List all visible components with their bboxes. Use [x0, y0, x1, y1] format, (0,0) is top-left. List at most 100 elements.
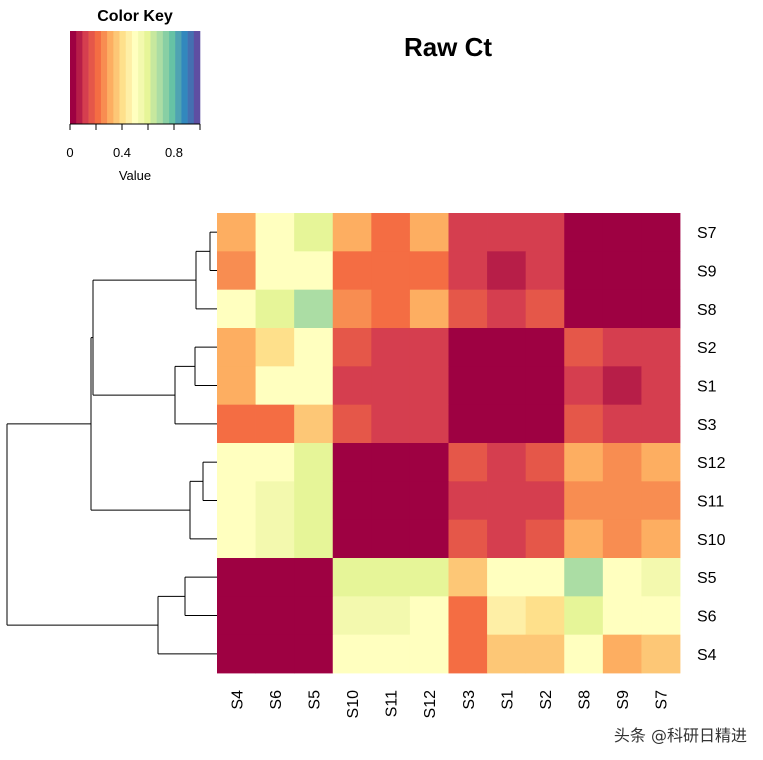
column-label: S12 [422, 690, 439, 719]
color-key-swatch [193, 31, 201, 124]
heatmap-cell [487, 328, 527, 367]
heatmap-cell [448, 443, 488, 482]
heatmap-cell [487, 558, 527, 597]
heatmap-cell [602, 558, 642, 597]
heatmap-cell [255, 596, 295, 636]
heatmap-cell [332, 519, 372, 559]
heatmap-cell [641, 519, 681, 559]
column-label: S7 [654, 690, 671, 710]
heatmap-cell [602, 404, 642, 444]
column-label: S6 [268, 690, 285, 710]
heatmap-cell [217, 443, 256, 482]
heatmap-cell [525, 519, 565, 559]
column-labels: S4 S6 S5 S10 S11 S12 S3 S1 S2 S8 S9 S7 [229, 690, 670, 719]
heatmap-cell [294, 596, 334, 636]
heatmap-cell [371, 366, 411, 406]
heatmap-cell [602, 213, 642, 252]
heatmap-cell [371, 328, 411, 367]
heatmap-cell [409, 481, 449, 521]
heatmap-cell [294, 634, 334, 674]
heatmap-cell [409, 596, 449, 636]
heatmap-cell [448, 558, 488, 597]
heatmap-cell [217, 481, 256, 521]
heatmap-cell [448, 289, 488, 329]
watermark: 头条 @科研日精进 [613, 726, 747, 745]
heatmap-cell [564, 366, 604, 406]
heatmap-cell [602, 481, 642, 521]
column-label: S5 [306, 690, 323, 710]
heatmap-cell [371, 519, 411, 559]
heatmap-cell [487, 404, 527, 444]
heatmap-cell [217, 289, 256, 329]
heatmap-cell [255, 519, 295, 559]
heatmap-cell [294, 251, 334, 291]
heatmap-cell [564, 519, 604, 559]
heatmap-cell [448, 634, 488, 674]
heatmap-cell [255, 328, 295, 367]
color-key-swatch [175, 31, 182, 124]
heatmap-cell [255, 481, 295, 521]
heatmap-cell [217, 519, 256, 559]
heatmap-cell [409, 519, 449, 559]
heatmap-cell [487, 519, 527, 559]
heatmap-cell [255, 404, 295, 444]
row-label: S1 [697, 379, 717, 396]
heatmap-cell [641, 404, 681, 444]
heatmap-cell [448, 213, 488, 252]
heatmap-cell [564, 596, 604, 636]
heatmap-cell [409, 634, 449, 674]
row-label: S11 [697, 494, 724, 511]
heatmap-cell [371, 404, 411, 444]
column-label: S10 [345, 690, 362, 719]
heatmap-cell [487, 213, 527, 252]
heatmap-cell [448, 404, 488, 444]
color-key-swatch [88, 31, 96, 124]
color-key-swatch [181, 31, 188, 124]
row-label: S12 [697, 455, 726, 472]
heatmap-cell [641, 596, 681, 636]
heatmap-cell [602, 443, 642, 482]
color-key-swatch [82, 31, 89, 124]
color-key-tick-label: 0.8 [165, 145, 183, 160]
heatmap-cell [217, 558, 256, 597]
heatmap-cell [487, 481, 527, 521]
heatmap-cell [332, 634, 372, 674]
color-key-swatch [119, 31, 127, 124]
color-key-gradient [70, 31, 201, 124]
heatmap-cell [371, 251, 411, 291]
chart-title: Raw Ct [404, 32, 492, 62]
heatmap-cell [371, 289, 411, 329]
column-label: S4 [229, 690, 246, 710]
heatmap-cell [294, 213, 334, 252]
heatmap-cell [371, 213, 411, 252]
heatmap-cell [409, 213, 449, 252]
heatmap-cell [564, 481, 604, 521]
heatmap-cell [332, 558, 372, 597]
heatmap-cell [641, 366, 681, 406]
heatmap-cell [294, 558, 334, 597]
heatmap-cell [332, 251, 372, 291]
heatmap-cell [255, 558, 295, 597]
heatmap-cell [487, 251, 527, 291]
heatmap-cell [641, 558, 681, 597]
color-key-swatch [144, 31, 151, 124]
heatmap-cell [294, 328, 334, 367]
color-key-title: Color Key [97, 8, 173, 25]
color-key-swatch [113, 31, 120, 124]
row-label: S4 [697, 647, 717, 664]
heatmap-cell [448, 481, 488, 521]
heatmap-cell [641, 443, 681, 482]
heatmap-cell [371, 596, 411, 636]
color-key-swatch [131, 31, 139, 124]
heatmap-cell [217, 328, 256, 367]
color-key-swatch [169, 31, 176, 124]
heatmap-cell [487, 289, 527, 329]
heatmap-cell [641, 289, 681, 329]
heatmap-cell [525, 251, 565, 291]
heatmap-cell [525, 366, 565, 406]
heatmap-cell [294, 366, 334, 406]
heatmap-cell [294, 443, 334, 482]
color-key-swatch [107, 31, 114, 124]
heatmap-cell [525, 328, 565, 367]
